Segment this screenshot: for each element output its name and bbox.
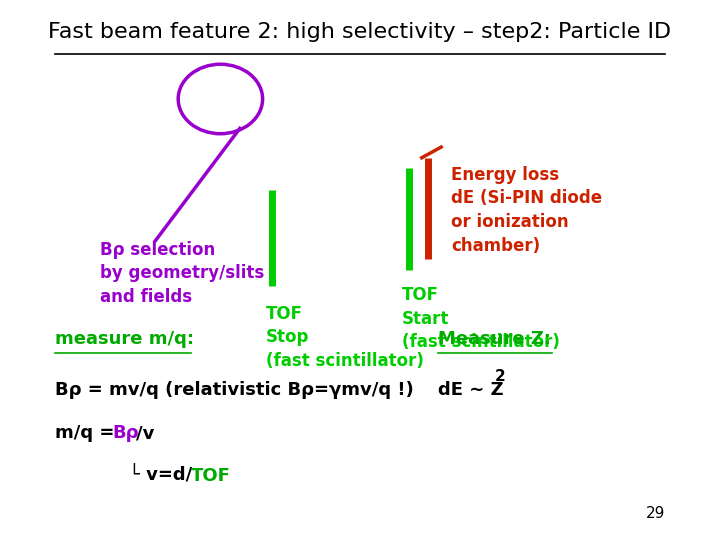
Text: Bρ = mv/q (relativistic Bρ=γmv/q !): Bρ = mv/q (relativistic Bρ=γmv/q !): [55, 381, 413, 399]
Text: TOF
Start
(fast scintillator): TOF Start (fast scintillator): [402, 286, 560, 351]
Text: 29: 29: [646, 506, 665, 521]
Text: /v: /v: [136, 424, 154, 442]
Text: └ v=d/: └ v=d/: [130, 467, 193, 485]
Text: Energy loss
dE (Si-PIN diode
or ionization
chamber): Energy loss dE (Si-PIN diode or ionizati…: [451, 166, 602, 254]
Text: m/q =: m/q =: [55, 424, 120, 442]
Text: Bρ selection
by geometry/slits
and fields: Bρ selection by geometry/slits and field…: [100, 241, 264, 306]
Text: 2: 2: [495, 369, 506, 384]
Text: TOF: TOF: [192, 467, 231, 485]
Text: measure m/q:: measure m/q:: [55, 330, 194, 348]
Text: Measure Z:: Measure Z:: [438, 330, 551, 348]
Text: Bρ: Bρ: [112, 424, 138, 442]
Text: TOF
Stop
(fast scintillator): TOF Stop (fast scintillator): [266, 305, 424, 370]
Text: Fast beam feature 2: high selectivity – step2: Particle ID: Fast beam feature 2: high selectivity – …: [48, 22, 672, 42]
Text: dE ∼ Z: dE ∼ Z: [438, 381, 503, 399]
